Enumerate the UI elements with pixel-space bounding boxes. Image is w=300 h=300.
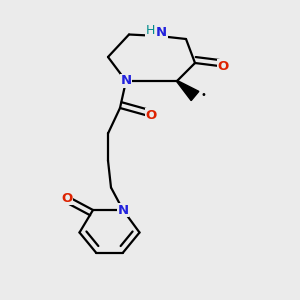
Polygon shape	[177, 80, 199, 100]
Text: N: N	[156, 26, 167, 40]
Text: N: N	[117, 203, 129, 217]
Text: N: N	[120, 74, 132, 88]
Text: O: O	[218, 59, 229, 73]
Text: O: O	[146, 109, 157, 122]
Text: •: •	[200, 90, 206, 100]
Text: H: H	[145, 23, 155, 37]
Text: O: O	[61, 191, 73, 205]
